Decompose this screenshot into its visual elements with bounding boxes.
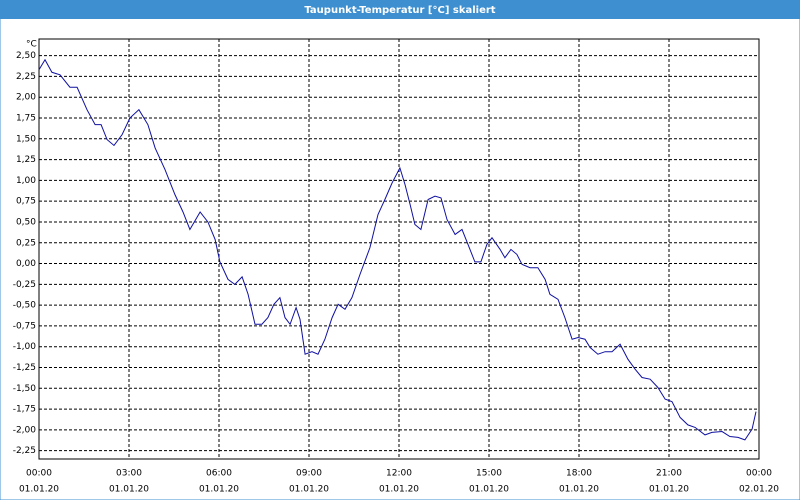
y-tick-label: 0,25 <box>16 238 36 248</box>
y-axis-unit: °C <box>26 40 37 50</box>
x-tick-date: 02.01.20 <box>739 485 779 495</box>
x-tick-date: 01.01.20 <box>199 485 239 495</box>
y-tick-label: -2,25 <box>13 446 36 456</box>
x-tick-date: 01.01.20 <box>379 485 419 495</box>
y-tick-label: 0,50 <box>16 217 36 227</box>
y-tick-label: 1,75 <box>16 114 36 124</box>
data-line <box>38 58 757 441</box>
x-tick-label: 06:00 <box>206 469 232 479</box>
y-tick-label: -0,50 <box>13 301 37 311</box>
y-tick-label: -0,25 <box>13 280 36 290</box>
x-tick-label: 12:00 <box>386 469 412 479</box>
y-tick-label: -0,75 <box>13 321 36 331</box>
title-bar <box>0 0 800 19</box>
x-tick-date: 01.01.20 <box>289 485 329 495</box>
y-tick-label: -1,50 <box>13 384 37 394</box>
y-tick-label: 2,00 <box>16 93 36 103</box>
y-tick-label: 0,00 <box>16 259 36 269</box>
y-tick-label: -2,00 <box>13 425 37 435</box>
x-tick-label: 09:00 <box>296 469 322 479</box>
y-tick-label: -1,75 <box>13 405 36 415</box>
y-tick-label: 1,00 <box>16 176 36 186</box>
x-tick-date: 01.01.20 <box>19 485 59 495</box>
x-tick-date: 01.01.20 <box>109 485 149 495</box>
x-tick-label: 15:00 <box>476 469 502 479</box>
x-tick-label: 00:00 <box>26 469 52 479</box>
y-tick-label: -1,00 <box>13 342 37 352</box>
y-tick-label: 1,50 <box>16 134 36 144</box>
y-tick-label: 2,50 <box>16 51 36 61</box>
x-tick-label: 03:00 <box>116 469 142 479</box>
chart-title: Taupunkt-Temperatur [°C] skaliert <box>304 5 495 16</box>
x-tick-label: 21:00 <box>656 469 682 479</box>
x-tick-date: 01.01.20 <box>559 485 599 495</box>
x-tick-date: 01.01.20 <box>469 485 509 495</box>
y-tick-label: 1,25 <box>16 155 36 165</box>
y-tick-label: -1,25 <box>13 363 36 373</box>
y-tick-label: 2,25 <box>16 72 36 82</box>
x-tick-label: 00:00 <box>746 469 772 479</box>
y-tick-label: 0,75 <box>16 197 36 207</box>
x-tick-label: 18:00 <box>566 469 592 479</box>
x-tick-date: 01.01.20 <box>649 485 689 495</box>
